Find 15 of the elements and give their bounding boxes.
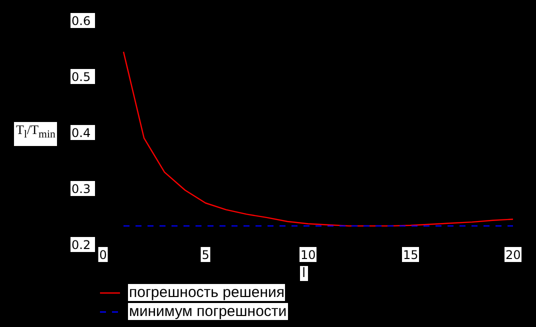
y-tick-label: 0.3 bbox=[72, 182, 91, 196]
x-axis-title: l bbox=[300, 266, 308, 281]
y-tick-label: 0.5 bbox=[72, 70, 91, 84]
x-tick-label: 10 bbox=[300, 248, 316, 262]
line-series bbox=[122, 51, 513, 227]
legend-label: минимум погрешности bbox=[128, 303, 288, 320]
legend-label: погрешность решения bbox=[128, 284, 286, 301]
x-tick-label: 0 bbox=[99, 248, 107, 262]
x-tick-label: 15 bbox=[403, 248, 418, 262]
y-tick-label: 0.6 bbox=[72, 14, 91, 28]
y-tick-label: 0.2 bbox=[72, 238, 91, 252]
y-axis-title: T$_{l}$/T$_{min}$ bbox=[16, 122, 56, 141]
x-tick-label: 20 bbox=[506, 248, 521, 262]
x-tick-label: 5 bbox=[202, 248, 210, 262]
y-tick-label: 0.4 bbox=[72, 126, 91, 140]
